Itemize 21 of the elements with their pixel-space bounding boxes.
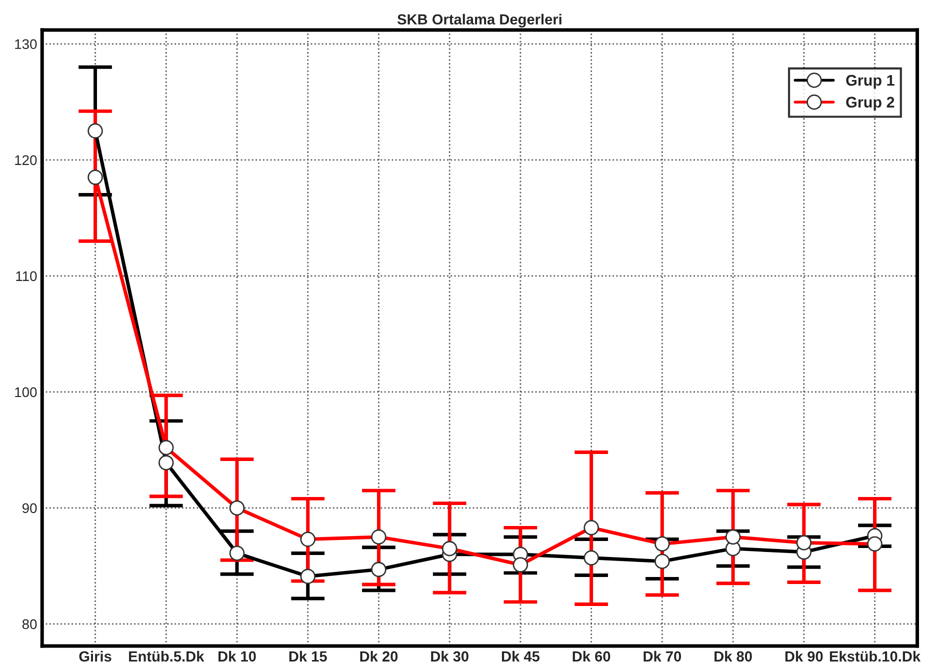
x-tick-label: Entüb.5.Dk [129, 650, 204, 662]
y-tick-label: 80 [22, 619, 37, 630]
x-tick-label: Giris [79, 650, 112, 662]
x-tick-label: Dk 20 [360, 650, 398, 662]
y-tick-label: 90 [22, 503, 37, 514]
x-tick-label: Dk 90 [785, 650, 823, 662]
x-tick-label: Ekstüb.10.Dk [830, 650, 921, 662]
x-tick-label: Dk 45 [502, 650, 540, 662]
x-tick-label: Dk 10 [218, 650, 256, 662]
legend-label: Grup 2 [846, 96, 894, 111]
legend-label: Grup 1 [846, 74, 894, 89]
x-tick-label: Dk 30 [431, 650, 468, 662]
x-tick-label: Dk 15 [289, 650, 327, 662]
y-tick-label: 110 [16, 271, 37, 282]
x-tick-label: Dk 80 [714, 650, 752, 662]
chart-title: SKB Ortalama Degerleri [397, 14, 562, 28]
y-tick-label: 100 [15, 387, 37, 398]
x-tick-label: Dk 60 [572, 650, 610, 662]
y-tick-label: 120 [15, 155, 37, 166]
x-tick-label: Dk 70 [644, 650, 682, 662]
y-tick-label: 130 [15, 39, 37, 50]
